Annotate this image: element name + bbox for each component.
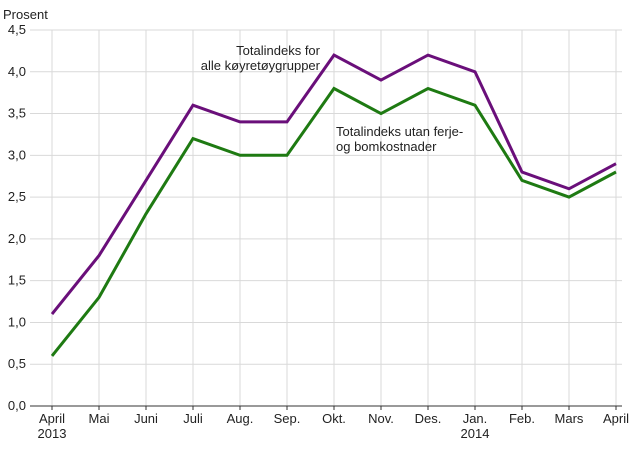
y-tick-label: 1,5 (8, 273, 26, 288)
y-tick-label: 1,0 (8, 314, 26, 329)
x-tick-sublabel: 2013 (38, 426, 67, 441)
series-lines (50, 53, 617, 357)
x-tick-label: Aug. (227, 411, 254, 426)
labels: 0,00,51,01,52,02,53,03,54,04,5April2013M… (3, 7, 629, 441)
x-tick-label: Mai (89, 411, 110, 426)
x-tick-label: Des. (415, 411, 442, 426)
x-tick-label: Mars (555, 411, 584, 426)
y-tick-label: 0,0 (8, 398, 26, 413)
y-axis-title: Prosent (3, 7, 48, 22)
y-tick-label: 3,0 (8, 147, 26, 162)
series-line-1 (50, 53, 617, 316)
x-tick-label: Feb. (509, 411, 535, 426)
series-annotation-2: og bomkostnader (336, 139, 437, 154)
x-tick-label: April (603, 411, 629, 426)
grid-lines (30, 29, 622, 406)
series-annotation-1: Totalindeks for (236, 43, 320, 58)
y-tick-label: 2,0 (8, 231, 26, 246)
series-annotation-1: alle køyretøygrupper (201, 58, 321, 73)
series-annotation-2: Totalindeks utan ferje- (336, 124, 463, 139)
x-tick-label: Jan. (463, 411, 488, 426)
x-tick-sublabel: 2014 (461, 426, 490, 441)
y-tick-label: 3,5 (8, 106, 26, 121)
x-tick-label: Juni (134, 411, 158, 426)
x-tick-label: April (39, 411, 65, 426)
y-tick-label: 0,5 (8, 356, 26, 371)
axes (30, 405, 622, 410)
x-tick-label: Okt. (322, 411, 346, 426)
series-line-2 (50, 86, 617, 357)
x-tick-label: Sep. (274, 411, 301, 426)
y-tick-label: 2,5 (8, 189, 26, 204)
y-tick-label: 4,0 (8, 64, 26, 79)
x-tick-label: Nov. (368, 411, 394, 426)
x-tick-label: Juli (183, 411, 203, 426)
y-tick-label: 4,5 (8, 22, 26, 37)
